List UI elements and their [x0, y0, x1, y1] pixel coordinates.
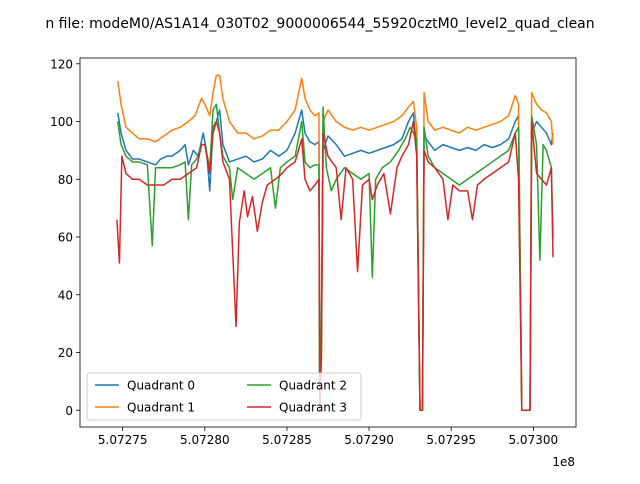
plot-frame — [79, 57, 577, 428]
plot-area — [79, 57, 577, 428]
y-tick-label: 40 — [58, 288, 73, 302]
series-line-quadrant-2 — [117, 103, 554, 411]
y-tick-label: 60 — [58, 231, 73, 245]
y-tick-label: 120 — [50, 57, 73, 71]
legend-box — [86, 372, 362, 421]
legend-label-quadrant-0: Quadrant 0 — [127, 379, 195, 393]
x-tick-label: 5.07285 — [262, 433, 312, 447]
y-axis: 0 20 40 60 80 100 120 — [50, 57, 80, 418]
x-tick-label: 5.07290 — [344, 433, 394, 447]
legend-label-quadrant-2: Quadrant 2 — [279, 379, 347, 393]
y-tick-label: 20 — [58, 346, 73, 360]
series-line-quadrant-1 — [117, 74, 554, 411]
x-tick-label: 5.07280 — [180, 433, 230, 447]
chart-title: n file: modeM0/AS1A14_030T02_9000006544_… — [45, 16, 594, 32]
x-axis-offset-label: 1e8 — [552, 455, 575, 469]
legend-label-quadrant-3: Quadrant 3 — [279, 401, 347, 415]
x-axis: 5.07275 5.07280 5.07285 5.07290 5.07295 5.073… — [98, 427, 558, 447]
y-tick-label: 80 — [58, 173, 73, 187]
y-tick-label: 0 — [65, 404, 73, 418]
x-tick-label: 5.07295 — [426, 433, 476, 447]
series-line-quadrant-0 — [117, 109, 554, 411]
series-group — [116, 74, 554, 411]
legend: Quadrant 0 Quadrant 1 Quadrant 2 Quadrant 3 — [86, 372, 362, 421]
legend-label-quadrant-1: Quadrant 1 — [127, 401, 195, 415]
x-tick-label: 5.07300 — [508, 433, 558, 447]
series-line-quadrant-3 — [116, 120, 554, 411]
y-tick-label: 100 — [50, 115, 73, 129]
x-tick-label: 5.07275 — [98, 433, 148, 447]
